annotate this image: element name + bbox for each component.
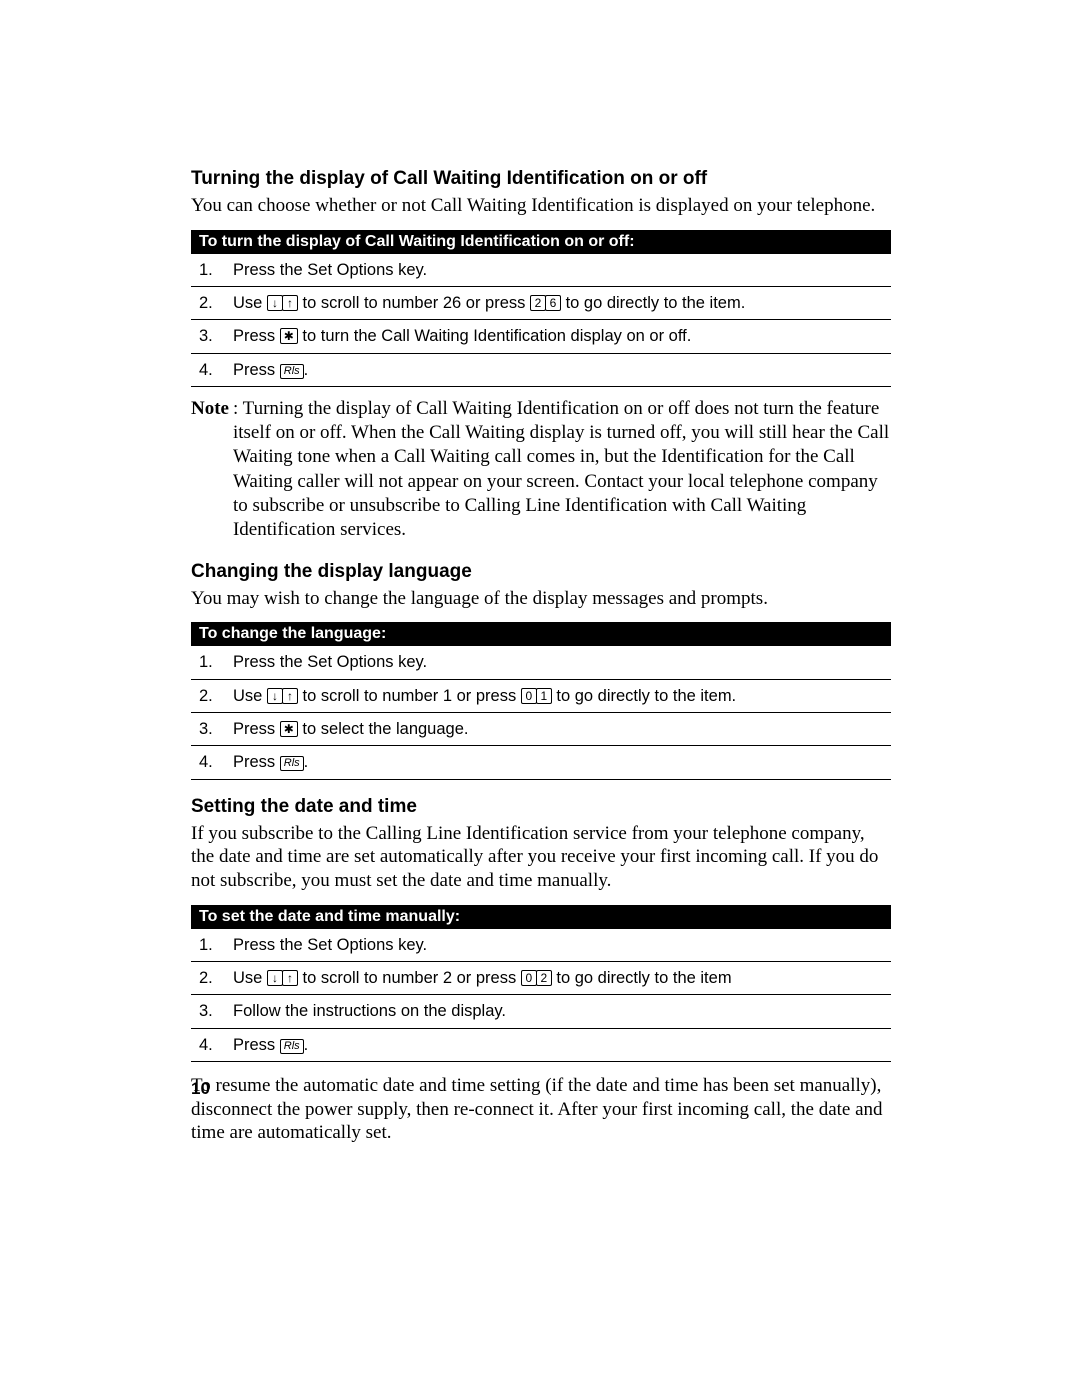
text-fragment: . bbox=[304, 753, 309, 771]
digit-key-icon: 2 bbox=[536, 970, 552, 986]
section-heading: Turning the display of Call Waiting Iden… bbox=[191, 168, 891, 190]
step-number: 3. bbox=[191, 995, 233, 1028]
step-row: 2. Use ↓↑ to scroll to number 2 or press… bbox=[191, 962, 891, 995]
note-text: : Turning the display of Call Waiting Id… bbox=[233, 397, 891, 543]
digit-key-icon: 0 bbox=[521, 970, 537, 986]
step-row: 3. Follow the instructions on the displa… bbox=[191, 995, 891, 1028]
step-row: 4. Press Rls. bbox=[191, 353, 891, 386]
digit-key-icon: 6 bbox=[545, 295, 561, 311]
procedure-title-bar: To set the date and time manually: bbox=[191, 905, 891, 929]
step-row: 3. Press ✱ to turn the Call Waiting Iden… bbox=[191, 320, 891, 353]
text-fragment: Press bbox=[233, 1036, 280, 1054]
star-key-icon: ✱ bbox=[280, 328, 298, 344]
down-key-icon: ↓ bbox=[267, 295, 283, 311]
text-fragment: to go directly to the item. bbox=[556, 687, 736, 705]
note-label: Note bbox=[191, 397, 233, 543]
step-number: 4. bbox=[191, 746, 233, 779]
section-intro: You may wish to change the language of t… bbox=[191, 587, 891, 611]
note-colon: : bbox=[233, 398, 243, 419]
step-text: Follow the instructions on the display. bbox=[233, 995, 891, 1028]
arrow-keys-icon: ↓↑ bbox=[267, 969, 298, 987]
step-number: 1. bbox=[191, 929, 233, 962]
page-number: 10 bbox=[191, 1079, 210, 1099]
procedure-title-bar: To turn the display of Call Waiting Iden… bbox=[191, 230, 891, 254]
star-key-icon: ✱ bbox=[280, 721, 298, 737]
procedure-steps: 1. Press the Set Options key. 2. Use ↓↑ … bbox=[191, 929, 891, 1062]
text-fragment: to go directly to the item bbox=[556, 969, 731, 987]
up-key-icon: ↑ bbox=[282, 688, 298, 704]
digit-keys-icon: 26 bbox=[530, 294, 561, 312]
digit-keys-icon: 02 bbox=[521, 969, 552, 987]
digit-keys-icon: 01 bbox=[521, 687, 552, 705]
rls-key-icon: Rls bbox=[280, 756, 304, 771]
document-page: Turning the display of Call Waiting Iden… bbox=[0, 0, 1080, 1397]
digit-key-icon: 2 bbox=[530, 295, 546, 311]
text-fragment: Use bbox=[233, 687, 267, 705]
step-text: Use ↓↑ to scroll to number 26 or press 2… bbox=[233, 287, 891, 320]
step-number: 2. bbox=[191, 287, 233, 320]
section-heading: Changing the display language bbox=[191, 561, 891, 583]
digit-key-icon: 0 bbox=[521, 688, 537, 704]
arrow-keys-icon: ↓↑ bbox=[267, 294, 298, 312]
text-fragment: to scroll to number 1 or press bbox=[303, 687, 521, 705]
step-text: Press the Set Options key. bbox=[233, 646, 891, 679]
text-fragment: . bbox=[304, 1036, 309, 1054]
step-row: 2. Use ↓↑ to scroll to number 26 or pres… bbox=[191, 287, 891, 320]
digit-key-icon: 1 bbox=[536, 688, 552, 704]
step-number: 3. bbox=[191, 320, 233, 353]
procedure-title-bar: To change the language: bbox=[191, 622, 891, 646]
text-fragment: to go directly to the item. bbox=[566, 294, 746, 312]
up-key-icon: ↑ bbox=[282, 970, 298, 986]
text-fragment: . bbox=[304, 361, 309, 379]
section-intro: You can choose whether or not Call Waiti… bbox=[191, 194, 891, 218]
down-key-icon: ↓ bbox=[267, 688, 283, 704]
procedure-steps: 1. Press the Set Options key. 2. Use ↓↑ … bbox=[191, 254, 891, 387]
step-text: Press the Set Options key. bbox=[233, 929, 891, 962]
step-number: 2. bbox=[191, 679, 233, 712]
step-text: Press ✱ to select the language. bbox=[233, 712, 891, 745]
text-fragment: Press bbox=[233, 753, 280, 771]
step-row: 1. Press the Set Options key. bbox=[191, 646, 891, 679]
text-fragment: to scroll to number 26 or press bbox=[303, 294, 530, 312]
step-number: 1. bbox=[191, 254, 233, 287]
section-heading: Setting the date and time bbox=[191, 796, 891, 818]
step-number: 1. bbox=[191, 646, 233, 679]
step-row: 1. Press the Set Options key. bbox=[191, 254, 891, 287]
step-row: 3. Press ✱ to select the language. bbox=[191, 712, 891, 745]
arrow-keys-icon: ↓↑ bbox=[267, 687, 298, 705]
rls-key-icon: Rls bbox=[280, 364, 304, 379]
step-text: Use ↓↑ to scroll to number 2 or press 02… bbox=[233, 962, 891, 995]
note-block: Note : Turning the display of Call Waiti… bbox=[191, 397, 891, 543]
text-fragment: to turn the Call Waiting Identification … bbox=[302, 327, 691, 345]
step-number: 3. bbox=[191, 712, 233, 745]
text-fragment: to select the language. bbox=[302, 720, 468, 738]
text-fragment: Press bbox=[233, 361, 280, 379]
procedure-steps: 1. Press the Set Options key. 2. Use ↓↑ … bbox=[191, 646, 891, 779]
down-key-icon: ↓ bbox=[267, 970, 283, 986]
step-text: Press Rls. bbox=[233, 1028, 891, 1061]
text-fragment: Press bbox=[233, 327, 280, 345]
step-text: Press the Set Options key. bbox=[233, 254, 891, 287]
step-text: Press Rls. bbox=[233, 353, 891, 386]
step-row: 2. Use ↓↑ to scroll to number 1 or press… bbox=[191, 679, 891, 712]
section-intro: If you subscribe to the Calling Line Ide… bbox=[191, 822, 891, 893]
step-number: 2. bbox=[191, 962, 233, 995]
step-text: Use ↓↑ to scroll to number 1 or press 01… bbox=[233, 679, 891, 712]
content-area: Turning the display of Call Waiting Iden… bbox=[191, 168, 891, 1157]
step-row: 4. Press Rls. bbox=[191, 1028, 891, 1061]
note-body: Turning the display of Call Waiting Iden… bbox=[233, 398, 889, 541]
step-number: 4. bbox=[191, 353, 233, 386]
step-number: 4. bbox=[191, 1028, 233, 1061]
step-row: 1. Press the Set Options key. bbox=[191, 929, 891, 962]
step-row: 4. Press Rls. bbox=[191, 746, 891, 779]
step-text: Press ✱ to turn the Call Waiting Identif… bbox=[233, 320, 891, 353]
text-fragment: Use bbox=[233, 969, 267, 987]
section-outro: To resume the automatic date and time se… bbox=[191, 1074, 891, 1145]
text-fragment: Press bbox=[233, 720, 280, 738]
step-text: Press Rls. bbox=[233, 746, 891, 779]
rls-key-icon: Rls bbox=[280, 1039, 304, 1054]
up-key-icon: ↑ bbox=[282, 295, 298, 311]
text-fragment: Use bbox=[233, 294, 267, 312]
text-fragment: to scroll to number 2 or press bbox=[303, 969, 521, 987]
